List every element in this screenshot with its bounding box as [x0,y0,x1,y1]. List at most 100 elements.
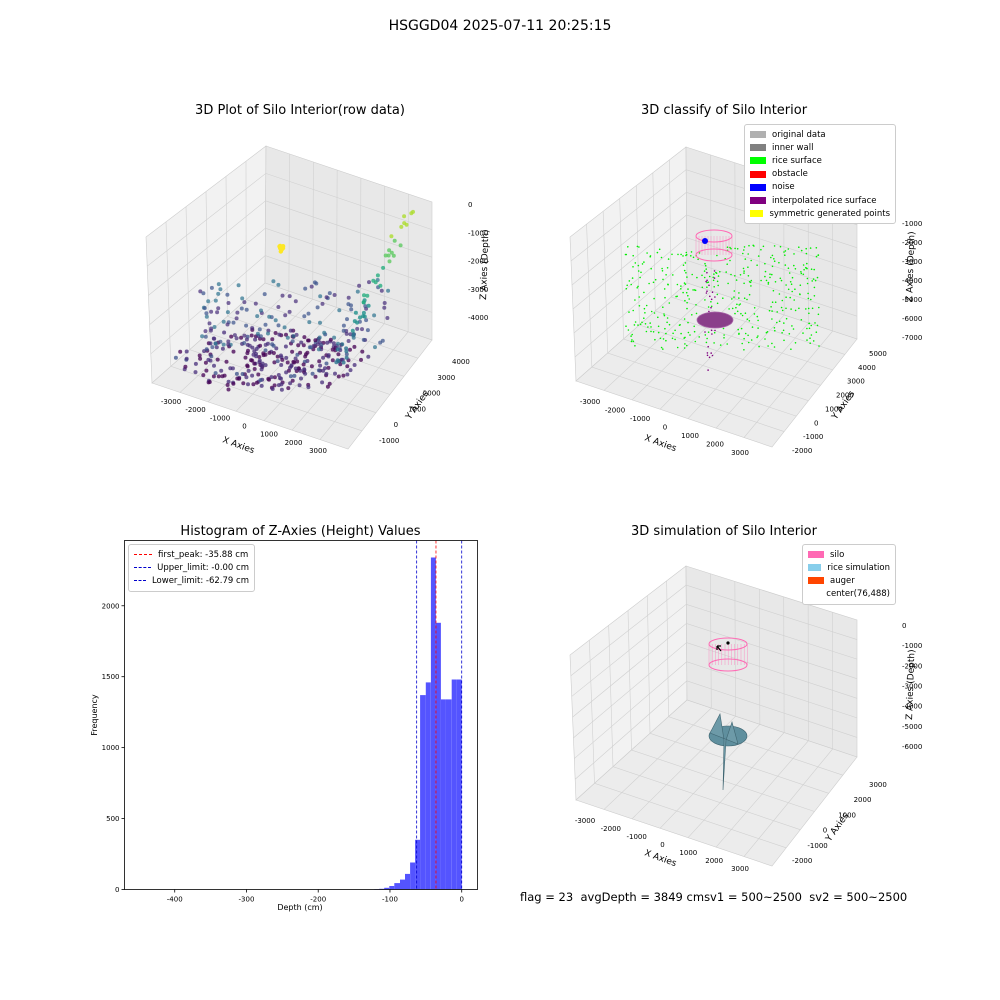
sim-x-tick: -3000 [575,817,595,825]
rice-surface-point [638,296,640,298]
rice-surface-point [791,290,793,293]
rice-surface-point [639,276,641,279]
raw-point [375,273,380,278]
raw-point [213,371,218,376]
rice-surface-point [637,324,639,326]
legend-label: silo [830,549,845,560]
rice-surface-point [717,275,720,277]
raw-point [382,305,387,310]
raw-point [336,352,341,357]
raw-point [282,325,287,330]
raw-point [411,209,415,214]
rice-surface-point [736,303,738,306]
rice-surface-point [747,334,749,337]
raw-point [309,284,314,289]
raw-point [225,383,230,387]
raw-point [232,333,237,338]
rice-surface-point [793,264,795,267]
legend-label: first_peak: -35.88 cm [158,549,249,560]
raw-point [290,349,295,354]
raw-point [302,367,307,372]
rice-surface-point [784,250,787,252]
raw-x-tick: 3000 [309,447,327,455]
rice-surface-point [643,317,645,320]
raw-point [206,357,211,362]
rice-surface-point [725,271,727,273]
rice-surface-point [712,279,715,282]
raw-point [272,375,277,380]
raw-point [259,363,264,368]
rice-surface-point [665,274,667,276]
grid-line-z [574,680,858,780]
rice-surface-point [805,308,807,310]
rice-surface-point [738,333,740,335]
rice-surface-point [722,327,725,330]
raw-point [335,347,340,352]
rice-surface-point [743,297,746,300]
rice-surface-point [656,251,659,254]
raw-x-tick: 1000 [260,431,278,439]
raw-point [221,342,226,347]
cls-z-tick: -7000 [902,334,922,342]
raw-point [218,339,223,344]
rice-surface-point [637,285,639,288]
raw-point [270,342,275,347]
rice-surface-point [722,297,724,300]
sim-z-tick: -4000 [902,703,922,711]
hist-y-tick-label: 500 [106,815,119,823]
rice-surface-point [809,247,812,249]
raw-point [234,336,239,341]
rice-surface-point [684,262,687,264]
rice-surface-point [683,269,686,272]
raw-point [379,288,384,293]
rice-surface-point [785,296,787,299]
rice-surface-point [682,291,684,294]
grid-line-z [148,200,433,296]
raw-point [262,292,267,297]
rice-surface-point [713,273,715,275]
raw-point [389,234,394,239]
raw-point [253,301,258,306]
raw-z-tick: -1000 [468,229,488,237]
rice-surface-point [733,290,736,292]
raw-point [324,295,329,300]
hist-bar [394,883,400,890]
hist-bar [415,839,421,890]
rice-surface-point [678,324,681,327]
rice-surface-point [672,274,674,276]
raw-point [202,306,207,311]
rice-surface-point [723,334,725,336]
rice-surface-point [744,312,747,315]
rice-surface-point [750,285,752,287]
raw-point [234,371,239,376]
rice-surface-point [773,327,776,329]
raw-point [209,326,214,331]
noise-point [707,345,709,348]
noise-point [708,284,710,287]
noise-point [710,329,713,332]
rice-surface-point [627,246,629,248]
rice-surface-point [662,348,664,350]
cls-z-tick: -1000 [902,220,922,228]
raw-point [250,326,255,331]
raw-point [303,286,308,291]
rice-surface-point [815,331,818,334]
rice-surface-point [652,281,655,284]
raw-point [344,355,349,360]
rice-surface-point [737,328,739,331]
raw-point [302,335,307,340]
raw-point [245,351,250,356]
rice-surface-point [764,270,767,273]
raw-point [387,248,392,253]
raw-point [215,357,220,362]
rice-surface-point [802,264,805,266]
raw-point [273,331,278,335]
rice-surface-point [802,332,804,334]
cls-z-tick: -2000 [902,239,922,247]
rice-surface-point [666,317,669,319]
rice-surface-point [799,293,801,295]
legend-swatch [808,591,820,598]
rice-surface-point [789,296,791,299]
grid-line-z [573,237,858,334]
raw-point [210,345,215,350]
